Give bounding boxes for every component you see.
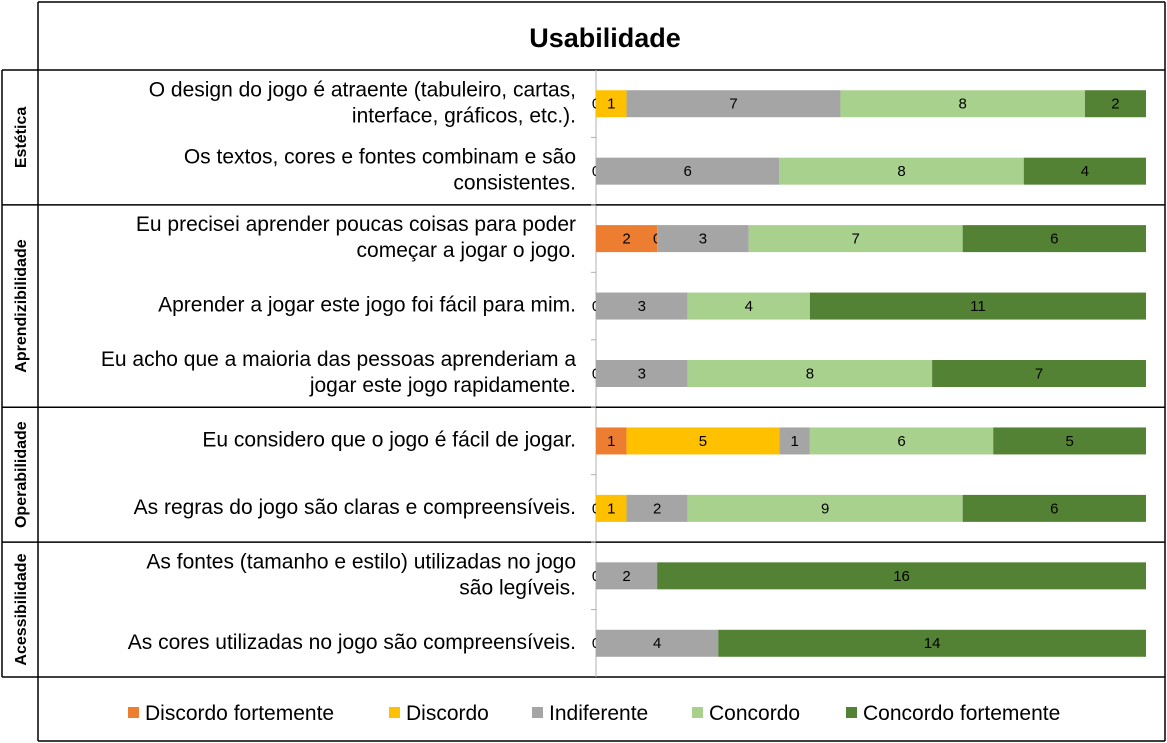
bar-segment <box>596 360 688 387</box>
data-label: 7 <box>852 231 860 248</box>
bar-segment <box>687 292 810 320</box>
bar-segment <box>596 494 627 522</box>
data-label: 2 <box>653 500 661 517</box>
bar-segment <box>596 629 719 657</box>
bar-segment <box>626 427 780 455</box>
statement-label: Aprender a jogar este jogo foi fácil par… <box>158 294 576 317</box>
data-label: 4 <box>653 635 661 652</box>
bar-segment <box>657 225 749 253</box>
statement-label: O design do jogo é atraente (tabuleiro, … <box>149 78 576 127</box>
data-label: 7 <box>1035 365 1043 382</box>
data-label: 8 <box>806 365 814 382</box>
data-label: 2 <box>1111 96 1119 113</box>
bar-segment <box>626 494 688 522</box>
statement-label: Eu precisei aprender poucas coisas para … <box>136 213 576 262</box>
bar-segment <box>748 225 963 253</box>
legend-swatch <box>128 707 139 718</box>
data-label: 16 <box>893 568 910 585</box>
data-label: 1 <box>607 500 615 517</box>
bars-layer: 0178206842037603411038715165012960216041… <box>592 90 1146 657</box>
legend-swatch <box>532 707 543 718</box>
bar-segment <box>962 494 1146 522</box>
bar-segment <box>687 494 963 522</box>
bar-segment <box>840 90 1085 118</box>
bar-segment <box>596 292 688 320</box>
statement-label: Eu acho que a maioria das pessoas aprend… <box>101 348 576 397</box>
chart-title: Usabilidade <box>529 23 681 53</box>
data-label: 3 <box>699 231 707 248</box>
bar-segment <box>932 360 1146 387</box>
statement-label: As regras do jogo são claras e compreens… <box>134 496 576 519</box>
legend: Discordo fortemente Discordo Indiferente Co… <box>128 702 1060 725</box>
legend-swatch <box>389 707 400 718</box>
data-label: 8 <box>958 96 966 113</box>
group-label: Operabilidade <box>13 421 30 528</box>
legend-swatch <box>692 707 703 718</box>
data-label: 4 <box>745 298 753 315</box>
bar-segment <box>626 90 841 118</box>
bar-segment <box>779 157 1024 185</box>
bar-segment <box>596 427 627 455</box>
group-label: Aprendizibilidade <box>13 239 30 372</box>
group-label: Estética <box>13 107 30 168</box>
legend-label: Concordo fortemente <box>863 702 1060 725</box>
bar-segment <box>718 629 1146 657</box>
bar-segment <box>596 562 658 590</box>
group-label: Acessibilidade <box>13 553 30 665</box>
data-label: 6 <box>1050 500 1058 517</box>
data-label: 6 <box>897 433 905 450</box>
data-label: 5 <box>1065 433 1073 450</box>
data-label: 1 <box>607 96 615 113</box>
bar-segment <box>1084 90 1146 118</box>
data-label: 14 <box>924 635 941 652</box>
data-label: 7 <box>729 96 737 113</box>
data-label: 2 <box>622 231 630 248</box>
bar-segment <box>596 157 780 185</box>
statement-label: As fontes (tamanho e estilo) utilizadas … <box>146 550 576 599</box>
bar-segment <box>596 90 627 118</box>
legend-label: Concordo <box>709 702 800 725</box>
legend-label: Indiferente <box>549 702 648 725</box>
legend-label: Discordo <box>406 702 489 725</box>
data-label: 4 <box>1081 163 1089 180</box>
bar-segment <box>809 292 1146 320</box>
bar-segment <box>809 427 994 455</box>
statement-label: Os textos, cores e fontes combinam e são… <box>184 146 576 195</box>
data-label: 11 <box>970 298 986 315</box>
statement-label: Eu considero que o jogo é fácil de jogar… <box>202 428 576 451</box>
data-label: 3 <box>638 365 646 382</box>
data-label: 6 <box>1050 231 1058 248</box>
bar-segment <box>962 225 1146 253</box>
bar-segment <box>993 427 1146 455</box>
data-label: 1 <box>790 433 798 450</box>
data-label: 1 <box>607 433 615 450</box>
bar-segment <box>779 427 810 455</box>
bar-segment <box>687 360 933 387</box>
data-label: 6 <box>683 163 691 180</box>
bar-segment <box>596 225 658 253</box>
data-label: 2 <box>622 568 630 585</box>
data-label: 8 <box>897 163 905 180</box>
data-label: 5 <box>699 433 707 450</box>
bar-segment <box>1023 157 1146 185</box>
statement-label: As cores utilizadas no jogo são compreen… <box>128 631 576 654</box>
legend-label: Discordo fortemente <box>145 702 334 725</box>
data-label: 3 <box>638 298 646 315</box>
data-label: 9 <box>821 500 829 517</box>
legend-swatch <box>846 707 857 718</box>
bar-segment <box>657 562 1146 590</box>
